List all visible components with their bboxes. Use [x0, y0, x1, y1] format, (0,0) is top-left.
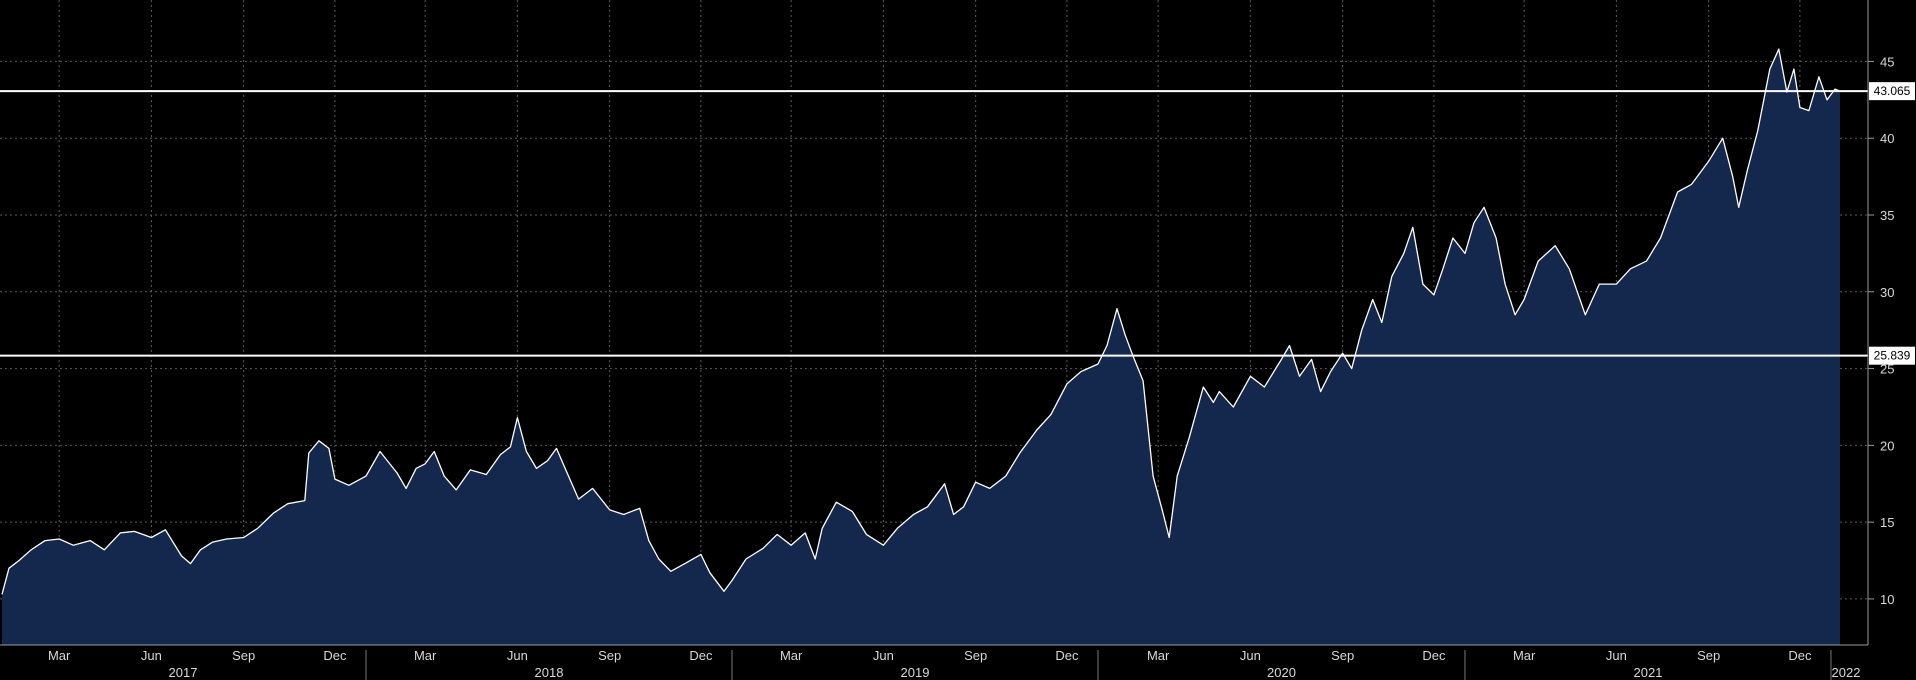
month-tick-label: Sep [964, 648, 987, 663]
y-tick-label: 35 [1880, 208, 1894, 223]
y-tick-label: 15 [1880, 515, 1894, 530]
month-tick-label: Mar [414, 648, 437, 663]
reference-flag [1869, 82, 1915, 101]
year-tick-label: 2020 [1267, 665, 1296, 680]
month-tick-label: Mar [48, 648, 71, 663]
year-tick-label: 2017 [169, 665, 198, 680]
y-tick-label: 40 [1880, 131, 1894, 146]
reference-flag-label: 25.839 [1874, 349, 1911, 363]
month-tick-label: Dec [323, 648, 347, 663]
year-tick-label: 2019 [901, 665, 930, 680]
month-tick-label: Jun [1606, 648, 1627, 663]
price-line [1, 48, 1841, 595]
y-tick-label: 10 [1880, 592, 1894, 607]
year-tick-label: 2021 [1634, 665, 1663, 680]
month-tick-label: Sep [1697, 648, 1720, 663]
reference-flag-label: 43.065 [1874, 84, 1911, 98]
year-tick-label: 2018 [535, 665, 564, 680]
price-area-series [1, 48, 1841, 646]
month-tick-label: Dec [1422, 648, 1446, 663]
y-tick-label: 20 [1880, 438, 1894, 453]
y-axis: 10 15 20 25 30 35 40 45 [1867, 0, 1894, 645]
month-tick-label: Sep [598, 648, 621, 663]
y-tick-label: 30 [1880, 285, 1894, 300]
month-tick-label: Dec [1055, 648, 1079, 663]
reference-flag [1869, 346, 1915, 365]
year-tick-label: 2022 [1832, 665, 1861, 680]
y-tick-label: 25 [1880, 362, 1894, 377]
month-tick-label: Jun [873, 648, 894, 663]
month-tick-label: Sep [1331, 648, 1354, 663]
month-tick-label: Dec [1788, 648, 1812, 663]
x-axis: Mar Jun Sep Dec Mar Jun Sep Dec Mar Jun Sep Dec Mar J… [0, 644, 1868, 680]
reference-lines: 43.065 25.839 [0, 82, 1915, 365]
month-tick-label: Dec [689, 648, 713, 663]
month-tick-label: Mar [780, 648, 803, 663]
month-tick-label: Mar [1147, 648, 1170, 663]
month-tick-label: Mar [1513, 648, 1536, 663]
month-tick-label: Sep [232, 648, 255, 663]
month-tick-label: Jun [141, 648, 162, 663]
y-tick-label: 45 [1880, 54, 1894, 69]
area-fill [2, 49, 1840, 646]
month-tick-label: Jun [1240, 648, 1261, 663]
month-tick-label: Jun [507, 648, 528, 663]
